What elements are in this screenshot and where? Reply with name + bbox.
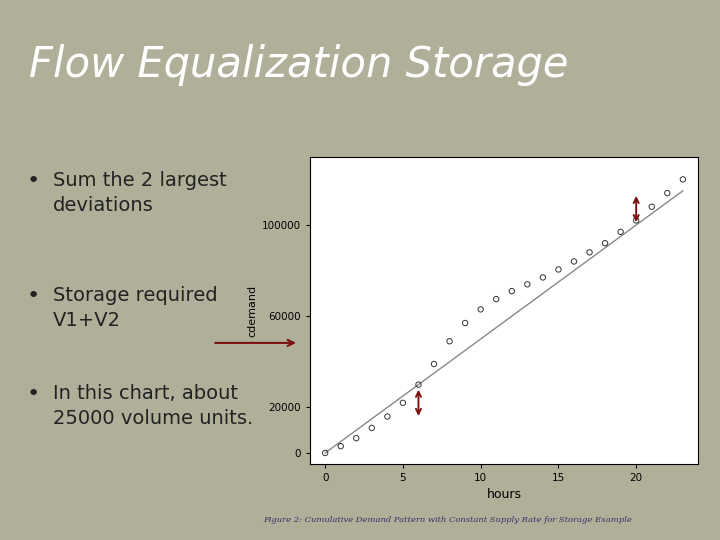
Point xyxy=(568,257,580,266)
Point xyxy=(335,442,346,450)
Point xyxy=(366,423,377,432)
Text: •: • xyxy=(27,384,40,404)
Point xyxy=(413,380,424,389)
Text: •: • xyxy=(27,286,40,306)
Point xyxy=(444,337,455,346)
Point xyxy=(537,273,549,282)
Point xyxy=(553,265,564,274)
Text: Storage required
V1+V2: Storage required V1+V2 xyxy=(53,286,217,329)
Point xyxy=(615,227,626,236)
Point xyxy=(584,248,595,256)
Text: Figure 2: Cumulative Demand Pattern with Constant Supply Rate for Storage Exampl: Figure 2: Cumulative Demand Pattern with… xyxy=(263,516,631,524)
Point xyxy=(382,412,393,421)
Point xyxy=(351,434,362,442)
Text: Sum the 2 largest
deviations: Sum the 2 largest deviations xyxy=(53,171,226,214)
Text: Flow Equalization Storage: Flow Equalization Storage xyxy=(29,44,568,86)
Point xyxy=(677,175,688,184)
Point xyxy=(646,202,657,211)
Point xyxy=(662,189,673,198)
Point xyxy=(320,449,331,457)
Point xyxy=(397,399,409,407)
Point xyxy=(428,360,440,368)
X-axis label: hours: hours xyxy=(487,488,521,501)
Point xyxy=(599,239,611,247)
Point xyxy=(521,280,533,288)
Point xyxy=(459,319,471,327)
Point xyxy=(475,305,487,314)
Text: •: • xyxy=(27,171,40,191)
Point xyxy=(631,216,642,225)
Point xyxy=(490,295,502,303)
Y-axis label: cdemand: cdemand xyxy=(247,285,257,336)
Point xyxy=(506,287,518,295)
Text: In this chart, about
25000 volume units.: In this chart, about 25000 volume units. xyxy=(53,384,253,428)
